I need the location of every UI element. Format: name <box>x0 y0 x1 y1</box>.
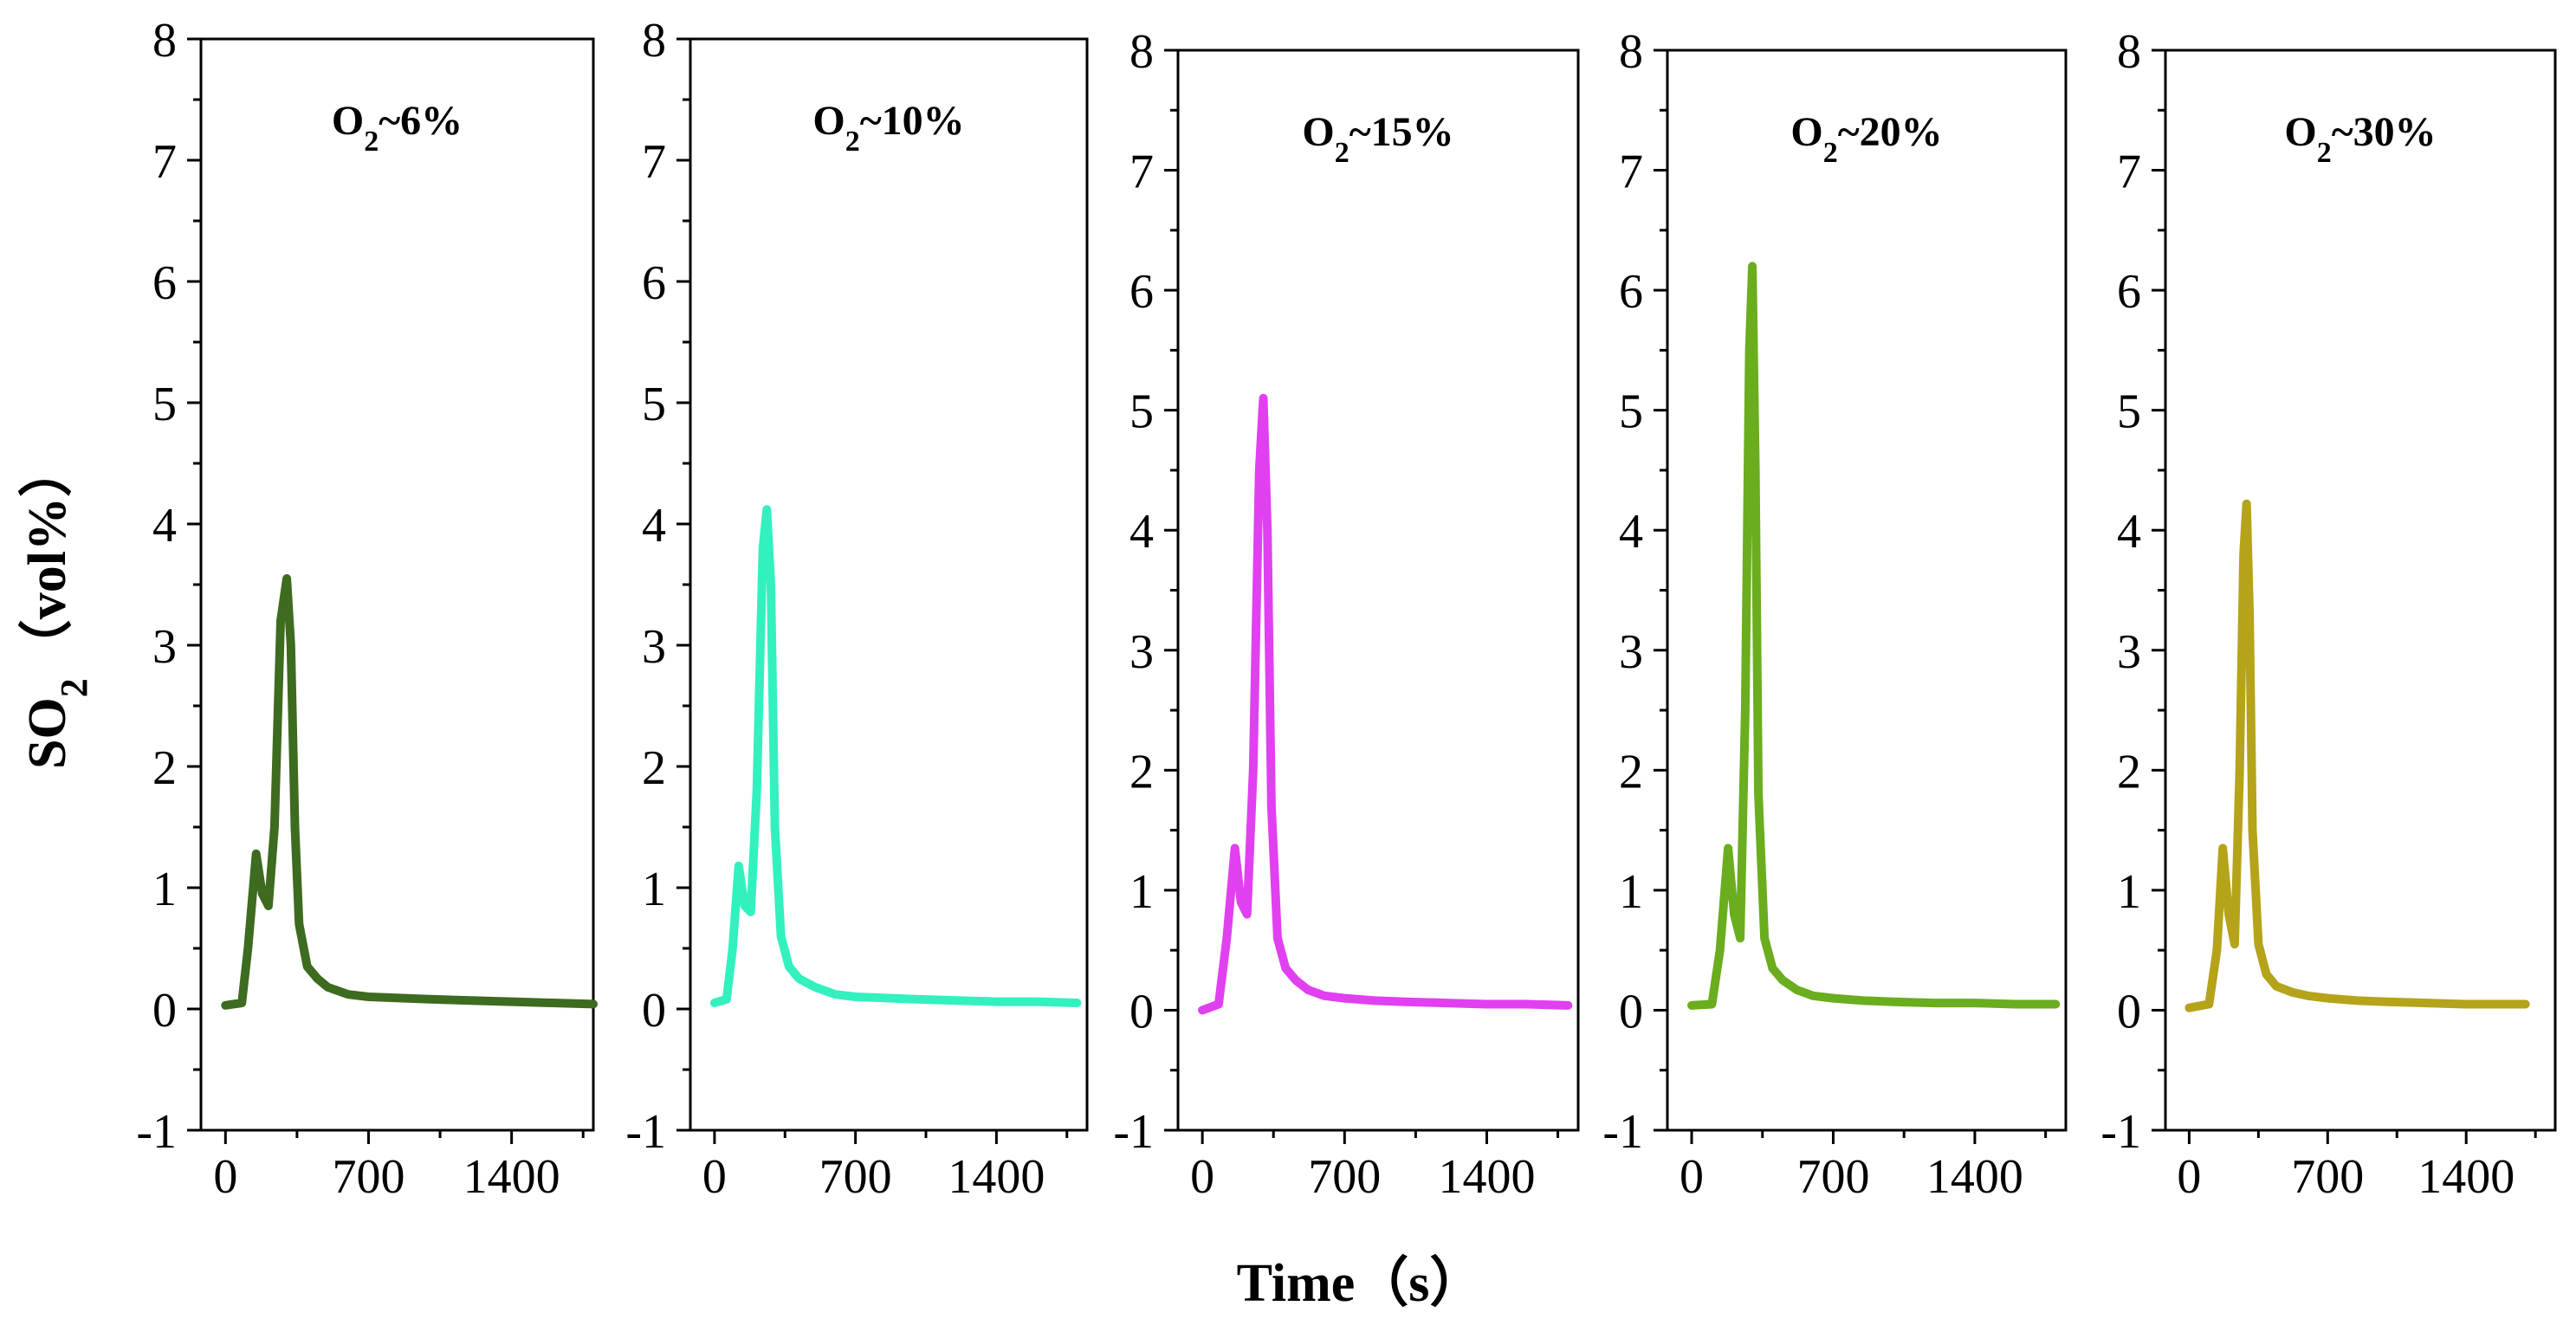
panel-title: O2~20% <box>1790 109 1942 169</box>
y-tick-label: 4 <box>152 499 177 553</box>
x-tick-label: 1400 <box>463 1150 560 1204</box>
series-line <box>709 505 1082 1007</box>
y-tick-label: 7 <box>1619 145 1643 199</box>
y-tick-label: 6 <box>2117 265 2141 319</box>
panel-4: -1 0 1 2 3 4 5 6 7 8 0 700 1400 O2~20% <box>1602 25 2068 1204</box>
x-tick-label: 1400 <box>1438 1150 1535 1204</box>
y-tick-label: 5 <box>2117 385 2141 439</box>
panel-frame <box>199 37 595 1132</box>
y-tick-label: 6 <box>1619 265 1643 319</box>
y-tick-label: 6 <box>1129 265 1154 319</box>
y-tick-label: 8 <box>2117 25 2141 79</box>
y-tick-label: 0 <box>1619 985 1643 1038</box>
y-tick-label: 3 <box>1129 625 1154 679</box>
y-tick-label: 6 <box>152 256 177 310</box>
panel-2: -1 0 1 2 3 4 5 6 7 8 0 700 1400 O2~10% <box>625 14 1089 1204</box>
y-tick-label: 7 <box>1129 145 1154 199</box>
x-axis-label: Time（s） <box>1237 1252 1484 1313</box>
y-tick-label: -1 <box>2100 1105 2141 1159</box>
panel-frame <box>1666 48 2068 1132</box>
y-tick-label: 0 <box>2117 985 2141 1038</box>
y-tick-label: 4 <box>1619 505 1643 559</box>
y-tick-label: 5 <box>152 378 177 431</box>
y-tick-label: 2 <box>642 741 666 795</box>
y-tick-label: 1 <box>1129 865 1154 919</box>
x-tick-label: 700 <box>819 1150 892 1204</box>
y-tick-label: -1 <box>1113 1105 1154 1159</box>
y-axis-label-unit: （vol%） <box>16 443 77 673</box>
y-tick-label: 8 <box>642 14 666 68</box>
y-tick-label: 2 <box>2117 745 2141 799</box>
y-tick-label: -1 <box>136 1105 177 1159</box>
y-tick-label: 2 <box>1619 745 1643 799</box>
y-tick-label: 3 <box>152 620 177 674</box>
panel-frame <box>1176 48 1580 1132</box>
y-tick-label: 4 <box>642 499 666 553</box>
y-tick-label: 5 <box>1129 385 1154 439</box>
y-tick-label: 3 <box>642 620 666 674</box>
y-tick-label: 3 <box>2117 625 2141 679</box>
x-tick-label: 0 <box>1190 1150 1214 1204</box>
y-tick-label: 7 <box>152 135 177 189</box>
panel-frame <box>689 37 1089 1132</box>
panel-title: O2~6% <box>332 98 463 158</box>
y-tick-label: 3 <box>1619 625 1643 679</box>
y-tick-label: 4 <box>1129 505 1154 559</box>
series-line <box>2184 499 2530 1012</box>
x-tick-label: 1400 <box>948 1150 1045 1204</box>
panel-3: -1 0 1 2 3 4 5 6 7 8 0 700 1400 O2~15% <box>1113 25 1580 1204</box>
y-tick-label: 0 <box>152 984 177 1038</box>
y-tick-label: -1 <box>1602 1105 1643 1159</box>
y-tick-label: 6 <box>642 256 666 310</box>
x-tick-label: 700 <box>332 1150 405 1204</box>
y-tick-label: 8 <box>152 14 177 68</box>
y-tick-label: 1 <box>1619 865 1643 919</box>
x-tick-label: 0 <box>702 1150 727 1204</box>
y-tick-label: 8 <box>1129 25 1154 79</box>
x-tick-label: 0 <box>2177 1150 2201 1204</box>
x-tick-label: 1400 <box>1926 1150 2023 1204</box>
x-tick-label: 0 <box>1680 1150 1704 1204</box>
y-tick-label: 0 <box>1129 985 1154 1038</box>
y-tick-label: 5 <box>1619 385 1643 439</box>
y-axis-label-main: SO <box>18 697 77 769</box>
x-tick-label: 700 <box>2291 1150 2364 1204</box>
series-line <box>1198 393 1573 1015</box>
panel-5: -1 0 1 2 3 4 5 6 7 8 0 700 1400 O2~30% <box>2100 25 2557 1204</box>
y-tick-label: 4 <box>2117 505 2141 559</box>
series-line <box>1687 262 2061 1010</box>
panel-title: O2~10% <box>812 98 964 158</box>
y-tick-label: 0 <box>642 984 666 1038</box>
y-tick-label: 2 <box>1129 745 1154 799</box>
y-tick-label: 7 <box>642 135 666 189</box>
x-tick-label: 700 <box>1796 1150 1869 1204</box>
panel-title: O2~30% <box>2284 109 2436 169</box>
panel-1: -1 0 1 2 3 4 5 6 7 8 0 700 1400 O2~6% <box>136 14 598 1204</box>
panel-title: O2~15% <box>1302 109 1453 169</box>
y-tick-label: 5 <box>642 378 666 431</box>
y-axis-label: SO2 （vol%） <box>16 443 95 769</box>
y-tick-label: 1 <box>152 863 177 916</box>
y-axis-label-sub: 2 <box>53 678 95 697</box>
x-tick-label: 700 <box>1308 1150 1381 1204</box>
x-tick-label: 0 <box>213 1150 237 1204</box>
y-tick-label: 2 <box>152 741 177 795</box>
series-line <box>221 574 598 1010</box>
panel-frame <box>2164 48 2557 1132</box>
x-tick-label: 1400 <box>2417 1150 2515 1204</box>
y-tick-label: -1 <box>625 1105 666 1159</box>
y-tick-label: 7 <box>2117 145 2141 199</box>
y-tick-label: 8 <box>1619 25 1643 79</box>
y-tick-label: 1 <box>2117 865 2141 919</box>
y-tick-label: 1 <box>642 863 666 916</box>
